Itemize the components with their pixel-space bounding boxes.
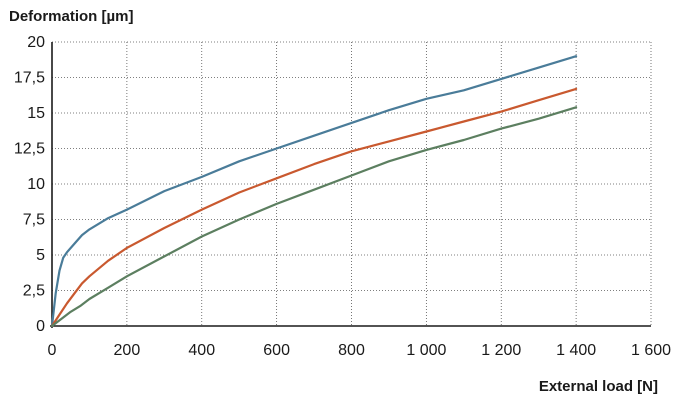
series-line-3: [52, 107, 576, 326]
y-tick-label: 5: [36, 247, 45, 264]
x-tick-label: 600: [263, 342, 290, 359]
y-tick-label: 2,5: [23, 283, 45, 300]
y-tick-label: 7,5: [23, 212, 45, 229]
y-tick-label: 0: [36, 318, 45, 335]
axes: [50, 42, 651, 328]
x-tick-label: 800: [338, 342, 365, 359]
y-tick-label: 15: [27, 105, 45, 122]
x-tick-label: 1 400: [556, 342, 596, 359]
x-tick-label: 1 000: [406, 342, 446, 359]
series-line-1: [52, 56, 576, 326]
y-tick-label: 20: [27, 34, 45, 51]
y-axis-title: Deformation [µm]: [9, 8, 133, 25]
y-tick-label: 10: [27, 176, 45, 193]
y-tick-label: 17,5: [14, 70, 45, 87]
x-tick-label: 200: [114, 342, 141, 359]
x-tick-label: 1 200: [481, 342, 521, 359]
grid: [52, 42, 651, 326]
x-axis-title: External load [N]: [539, 378, 658, 395]
x-tick-label: 1 600: [631, 342, 671, 359]
series-lines: [52, 56, 576, 326]
y-tick-label: 12,5: [14, 141, 45, 158]
x-tick-label: 400: [188, 342, 215, 359]
x-tick-label: 0: [48, 342, 57, 359]
